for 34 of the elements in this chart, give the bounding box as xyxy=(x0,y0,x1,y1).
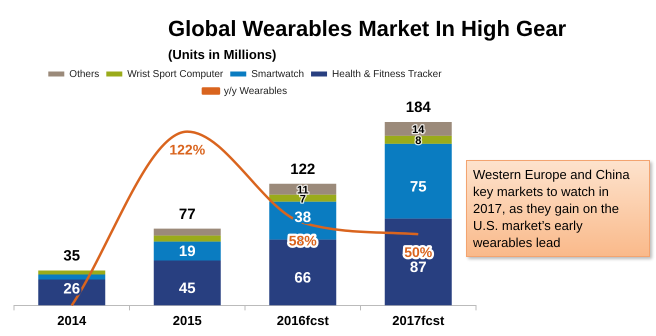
data-label: 87 xyxy=(410,259,427,276)
bar xyxy=(38,274,106,280)
legend-label: y/y Wearables xyxy=(224,86,288,97)
data-label: 8 xyxy=(415,134,422,147)
bar xyxy=(154,236,221,242)
legend-label: Smartwatch xyxy=(251,68,304,80)
total-label: 122 xyxy=(290,160,316,178)
data-label: 45 xyxy=(178,280,196,298)
x-tick-label: 2016fcst xyxy=(276,312,330,328)
data-label: 14 xyxy=(412,124,426,136)
chart-title: Global Wearables Market In High Gear xyxy=(168,16,566,42)
x-tick-label: 2015 xyxy=(172,312,202,328)
data-label: 58% xyxy=(288,232,318,249)
chart-subtitle: (Units in Millions) xyxy=(168,47,276,62)
bar xyxy=(38,270,106,274)
total-label: 184 xyxy=(406,99,432,116)
total-label: 77 xyxy=(178,206,196,223)
bar xyxy=(384,144,452,219)
legend-label: Others xyxy=(69,68,100,80)
legend-label: Health & Fitness Tracker xyxy=(332,68,442,80)
bar xyxy=(154,260,221,306)
data-label: 26 xyxy=(63,280,80,298)
data-label: 50% xyxy=(404,244,433,260)
data-label: 19 xyxy=(178,243,196,260)
annotation: Western Europe and China key markets to watch in 2017, as they gain on the U.S. market’s early wearables lead xyxy=(466,160,650,257)
data-label: 66 xyxy=(294,270,312,287)
data-label: 38 xyxy=(294,208,312,226)
legend-label: Wrist Sport Computer xyxy=(127,68,224,80)
data-label: 75 xyxy=(410,178,427,196)
data-label: 122% xyxy=(169,141,206,158)
total-label: 35 xyxy=(63,248,80,265)
x-tick-label: 2014 xyxy=(57,312,87,328)
x-tick-label: 2017fcst xyxy=(392,312,445,328)
bar xyxy=(154,228,221,236)
